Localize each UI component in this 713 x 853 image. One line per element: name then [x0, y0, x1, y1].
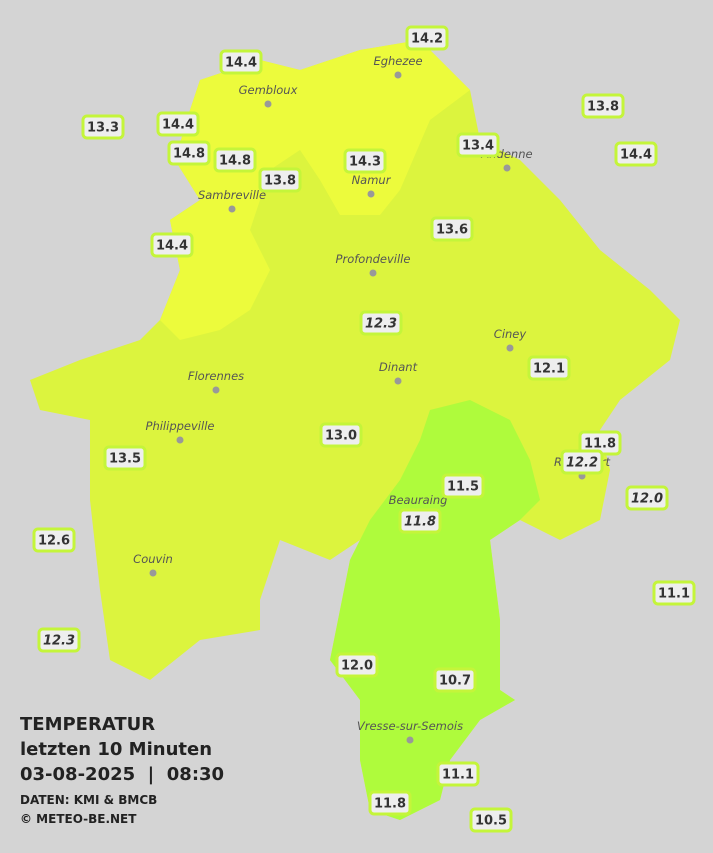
city-name: Eghezee: [373, 54, 422, 68]
city-dot: [369, 269, 377, 277]
station-value: 12.3: [43, 634, 75, 649]
station-value: 12.0: [631, 492, 663, 507]
station-value: 13.4: [462, 139, 494, 154]
station-box: [213, 147, 257, 173]
city-name: Beauraing: [389, 493, 448, 507]
station-box: [359, 310, 403, 336]
city-dot: [503, 164, 511, 172]
legend: TEMPERATUR letzten 10 Minuten 03-08-2025…: [20, 714, 224, 826]
station-box: [614, 141, 658, 167]
station-box: [441, 473, 485, 499]
station-value: 12.1: [533, 362, 565, 377]
city-name: Couvin: [133, 552, 173, 566]
station-value: 10.7: [439, 674, 471, 689]
legend-title: TEMPERATUR: [20, 714, 155, 735]
city-name: Florennes: [188, 369, 244, 383]
station-box: [103, 445, 147, 471]
station-box: [32, 527, 76, 553]
city-dot: [394, 377, 402, 385]
city-dot: [212, 386, 220, 394]
station-value: 14.8: [219, 154, 251, 169]
station-box: [625, 485, 669, 511]
station-box: [219, 49, 263, 75]
station-box: [258, 167, 302, 193]
station-box: [456, 132, 500, 158]
station-box: [405, 25, 449, 51]
station-value: 11.8: [404, 515, 436, 530]
station-box: [150, 232, 194, 258]
city-dot: [264, 100, 272, 108]
station-value: 14.8: [173, 147, 205, 162]
station-box: [319, 422, 363, 448]
city-dot: [149, 569, 157, 577]
city-dot: [506, 344, 514, 352]
station-value: 11.8: [374, 797, 406, 812]
city-dot: [367, 190, 375, 198]
city-name: Sambreville: [198, 188, 266, 202]
station-box: [398, 508, 442, 534]
station-box: [156, 111, 200, 137]
city-dot: [394, 71, 402, 79]
station-value: 11.1: [658, 587, 690, 602]
station-value: 12.2: [566, 456, 598, 471]
station-box: [37, 627, 81, 653]
station-box: [581, 93, 625, 119]
station-value: 14.3: [349, 155, 381, 170]
city-dot: [228, 205, 236, 213]
station-value: 12.6: [38, 534, 70, 549]
station-box: [335, 652, 379, 678]
station-value: 14.4: [156, 239, 188, 254]
station-box: [560, 449, 604, 475]
station-box: [343, 148, 387, 174]
station-value: 11.1: [442, 768, 474, 783]
city-name: Philippeville: [146, 419, 215, 433]
station-box: [469, 807, 513, 833]
station-box: [652, 580, 696, 606]
station-value: 10.5: [475, 814, 507, 829]
legend-source: DATEN: KMI & BMCB: [20, 793, 157, 807]
city-dot: [406, 736, 414, 744]
legend-subtitle: letzten 10 Minuten: [20, 739, 212, 760]
city-dot: [176, 436, 184, 444]
station-value: 13.6: [436, 223, 468, 238]
station-value: 13.0: [325, 429, 357, 444]
station-box: [430, 216, 474, 242]
station-box: [368, 790, 412, 816]
station-value: 11.5: [447, 480, 479, 495]
station-value: 12.3: [365, 317, 397, 332]
city-name: Ciney: [494, 327, 527, 341]
city-name: Profondeville: [336, 252, 411, 266]
station-value: 11.8: [584, 437, 616, 452]
station-value: 14.2: [411, 32, 443, 47]
station-value: 13.8: [264, 174, 296, 189]
station-box: [433, 667, 477, 693]
station-value: 14.4: [225, 56, 257, 71]
legend-credit: © METEO-BE.NET: [20, 812, 137, 826]
station-box: [81, 114, 125, 140]
station-value: 13.5: [109, 452, 141, 467]
station-value: 14.4: [162, 118, 194, 133]
station-value: 13.8: [587, 100, 619, 115]
station-box: [436, 761, 480, 787]
station-value: 12.0: [341, 659, 373, 674]
city-name: Gembloux: [239, 83, 298, 97]
station-value: 13.3: [87, 121, 119, 136]
station-box: [527, 355, 571, 381]
legend-datetime: 03-08-2025 | 08:30: [20, 764, 224, 785]
station-labels: 14.2 14.4 13.3 14.4 13.8 14.8 14.8 13.4 14.4 14.3…: [32, 25, 696, 833]
city-name: Dinant: [379, 360, 418, 374]
city-name: Vresse-sur-Semois: [357, 719, 463, 733]
station-box: [167, 140, 211, 166]
station-value: 14.4: [620, 148, 652, 163]
city-name: Namur: [352, 173, 392, 187]
